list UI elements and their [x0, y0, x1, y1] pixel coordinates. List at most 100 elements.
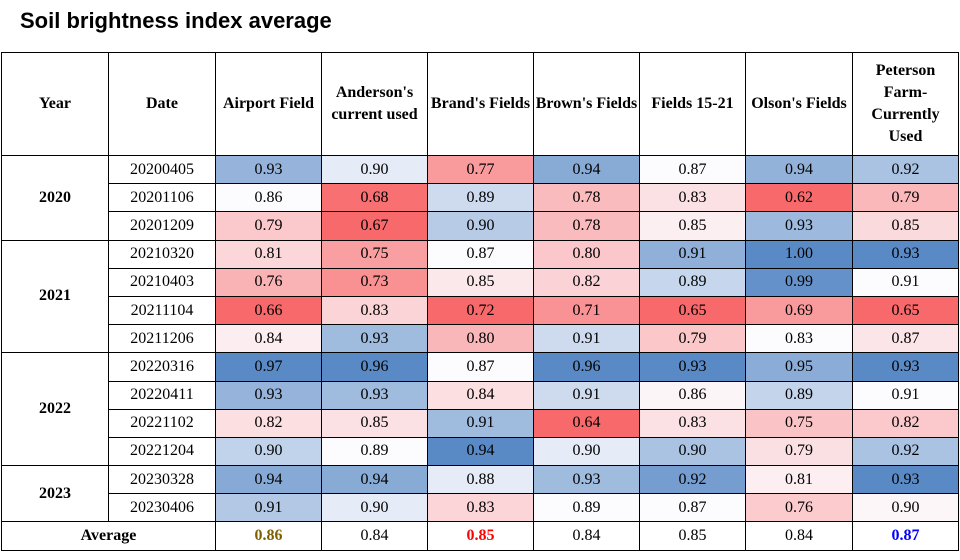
value-cell: 0.88 — [427, 465, 534, 495]
value-cell: 0.90 — [321, 154, 428, 185]
value-cell: 0.91 — [533, 380, 640, 410]
value-cell: 0.87 — [427, 352, 534, 382]
value-cell: 0.93 — [215, 154, 322, 185]
column-header: Peterson Farm-Currently Used — [852, 52, 959, 156]
date-cell: 20211104 — [108, 295, 216, 326]
average-value-cell: 0.85 — [639, 521, 746, 552]
value-cell: 0.94 — [215, 465, 322, 495]
table-row: 20211104 0.66 0.83 0.72 0.71 0.65 0.69 0.65 — [2, 295, 959, 326]
value-cell: 0.93 — [852, 465, 959, 495]
date-cell: 20201209 — [108, 211, 216, 241]
value-cell: 0.83 — [745, 324, 853, 354]
value-cell: 0.85 — [852, 211, 959, 241]
value-cell: 0.76 — [215, 267, 322, 297]
value-cell: 0.95 — [745, 352, 853, 382]
value-cell: 0.66 — [215, 295, 322, 326]
value-cell: 0.85 — [427, 267, 534, 297]
value-cell: 0.96 — [321, 352, 428, 382]
value-cell: 0.91 — [533, 324, 640, 354]
average-value-cell: 0.84 — [321, 521, 428, 552]
table-row: 20211206 0.84 0.93 0.80 0.91 0.79 0.83 0.87 — [2, 324, 959, 354]
header-row: Year Date Airport Field Anderson's current … — [1, 52, 959, 156]
column-header: Fields 15-21 — [639, 52, 746, 156]
value-cell: 0.90 — [215, 436, 322, 467]
date-cell: 20230328 — [108, 465, 216, 495]
value-cell: 1.00 — [745, 239, 853, 269]
value-cell: 0.89 — [533, 493, 640, 523]
table-row: 2021 20210320 0.81 0.75 0.87 0.80 0.91 1.00 0.93 — [1, 239, 959, 354]
column-header: Brown's Fields — [533, 52, 640, 156]
table-row: 2022 20220316 0.97 0.96 0.87 0.96 0.93 0.95 0.93 — [1, 352, 959, 467]
value-cell: 0.83 — [639, 408, 746, 438]
date-cell: 20200405 — [108, 154, 216, 185]
value-cell: 0.86 — [215, 183, 322, 213]
value-cell: 0.91 — [639, 239, 746, 269]
value-cell: 0.82 — [215, 408, 322, 438]
value-cell: 0.62 — [745, 183, 853, 213]
chart-title: Soil brightness index average — [20, 8, 332, 33]
table-row: 20201106 0.86 0.68 0.89 0.78 0.83 0.62 0.79 — [2, 183, 959, 213]
value-cell: 0.72 — [427, 295, 534, 326]
date-cell: 20221204 — [108, 436, 216, 467]
value-cell: 0.68 — [321, 183, 428, 213]
year-cell: 2021 — [1, 239, 109, 354]
average-row: Average 0.86 0.84 0.85 0.84 0.85 0.84 0.87 — [1, 521, 959, 552]
average-value-cell: 0.84 — [533, 521, 640, 552]
value-cell: 0.85 — [639, 211, 746, 241]
value-cell: 0.99 — [745, 267, 853, 297]
value-cell: 0.75 — [745, 408, 853, 438]
value-cell: 0.65 — [639, 295, 746, 326]
value-cell: 0.67 — [321, 211, 428, 241]
table-row: 20230406 0.91 0.90 0.83 0.89 0.87 0.76 0.90 — [2, 493, 959, 523]
average-label: Average — [1, 521, 216, 552]
value-cell: 0.87 — [427, 239, 534, 269]
value-cell: 0.93 — [639, 352, 746, 382]
value-cell: 0.71 — [533, 295, 640, 326]
value-cell: 0.83 — [427, 493, 534, 523]
value-cell: 0.93 — [215, 380, 322, 410]
value-cell: 0.97 — [215, 352, 322, 382]
year-cell: 2022 — [1, 352, 109, 467]
value-cell: 0.82 — [533, 267, 640, 297]
value-cell: 0.79 — [852, 183, 959, 213]
value-cell: 0.89 — [427, 183, 534, 213]
value-cell: 0.87 — [639, 493, 746, 523]
value-cell: 0.93 — [852, 239, 959, 269]
value-cell: 0.94 — [745, 154, 853, 185]
column-header: Year — [1, 52, 109, 156]
value-cell: 0.90 — [321, 493, 428, 523]
value-cell: 0.77 — [427, 154, 534, 185]
column-header: Olson's Fields — [745, 52, 853, 156]
value-cell: 0.87 — [639, 154, 746, 185]
year-cell: 2020 — [1, 155, 109, 241]
value-cell: 0.91 — [215, 493, 322, 523]
table-row: 2020 20200405 0.93 0.90 0.77 0.94 0.87 0.94 0.92 — [1, 154, 959, 241]
value-cell: 0.83 — [639, 183, 746, 213]
value-cell: 0.93 — [321, 380, 428, 410]
value-cell: 0.75 — [321, 239, 428, 269]
value-cell: 0.91 — [852, 267, 959, 297]
date-cell: 20211206 — [108, 324, 216, 354]
date-cell: 20201106 — [108, 183, 216, 213]
value-cell: 0.81 — [215, 239, 322, 269]
value-cell: 0.93 — [852, 352, 959, 382]
value-cell: 0.90 — [427, 211, 534, 241]
date-cell: 20210320 — [108, 239, 216, 269]
soil-brightness-table: Year Date Airport Field Anderson's current … — [1, 52, 959, 552]
value-cell: 0.64 — [533, 408, 640, 438]
value-cell: 0.94 — [321, 465, 428, 495]
average-value-cell: 0.85 — [427, 521, 534, 552]
average-value-cell: 0.87 — [852, 521, 959, 552]
column-header: Anderson's current used — [321, 52, 428, 156]
year-cell: 2023 — [1, 465, 109, 523]
value-cell: 0.87 — [852, 324, 959, 354]
value-cell: 0.91 — [427, 408, 534, 438]
date-cell: 20220411 — [108, 380, 216, 410]
date-cell: 20221102 — [108, 408, 216, 438]
column-header: Date — [108, 52, 216, 156]
value-cell: 0.96 — [533, 352, 640, 382]
date-cell: 20220316 — [108, 352, 216, 382]
table-row: 2023 20230328 0.94 0.94 0.88 0.93 0.92 0.81 0.93 — [1, 465, 959, 523]
value-cell: 0.90 — [639, 436, 746, 467]
average-value-cell: 0.84 — [745, 521, 853, 552]
